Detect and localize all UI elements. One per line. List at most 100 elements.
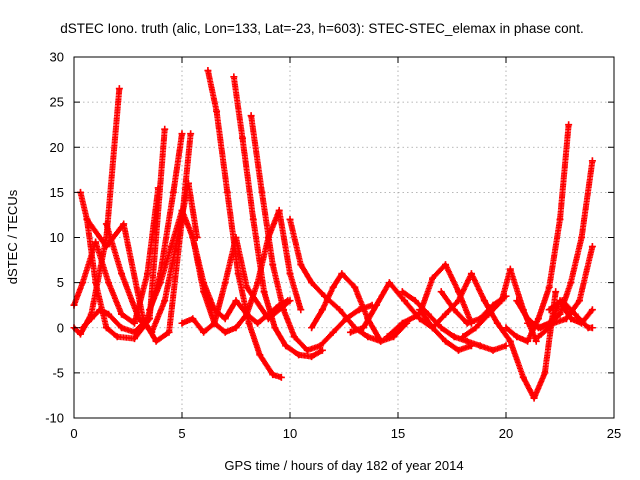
data-point	[489, 346, 497, 354]
data-point	[232, 324, 240, 332]
data-point	[578, 234, 586, 241]
series-arc9	[189, 206, 305, 336]
data-point	[588, 306, 596, 314]
data-point	[221, 328, 229, 336]
data-point	[429, 324, 437, 332]
data-point	[143, 270, 151, 278]
data-point	[329, 283, 337, 291]
data-point	[558, 297, 566, 305]
data-point	[148, 328, 156, 336]
data-point	[286, 215, 294, 223]
data-point	[472, 324, 480, 332]
data-point	[295, 351, 303, 359]
x-tick-label: 20	[499, 426, 513, 441]
data-point	[562, 315, 570, 323]
data-point	[476, 342, 484, 350]
data-point	[437, 324, 445, 332]
x-tick-label: 10	[283, 426, 297, 441]
data-point	[130, 328, 138, 336]
data-point	[282, 342, 290, 350]
data-point	[588, 243, 596, 251]
y-tick-label: 10	[50, 230, 64, 245]
data-point	[167, 243, 175, 251]
data-point	[204, 67, 212, 75]
data-point	[454, 346, 462, 354]
data-point	[130, 335, 138, 343]
plot-area	[70, 67, 596, 402]
data-point	[442, 310, 450, 318]
data-point	[232, 297, 240, 305]
x-tick-label: 0	[70, 426, 77, 441]
data-point	[308, 324, 316, 332]
data-point	[178, 319, 186, 327]
data-point	[524, 319, 532, 327]
data-point	[377, 337, 385, 345]
data-point	[277, 373, 285, 381]
data-point	[271, 324, 279, 332]
data-point	[336, 306, 344, 314]
x-axis-label: GPS time / hours of day 182 of year 2014	[224, 458, 463, 473]
data-point	[556, 310, 564, 318]
data-point	[556, 215, 564, 223]
data-point	[519, 373, 527, 381]
data-point	[102, 243, 110, 251]
data-point	[550, 319, 558, 327]
data-point	[506, 265, 514, 273]
data-point	[275, 206, 283, 214]
data-point	[161, 125, 169, 133]
data-point	[303, 346, 311, 354]
data-point	[338, 270, 346, 278]
series-arc24	[524, 243, 596, 332]
data-point	[318, 306, 326, 314]
data-point	[146, 306, 154, 314]
data-point	[120, 220, 128, 228]
data-point	[286, 270, 294, 278]
data-point	[552, 288, 560, 296]
data-point	[424, 310, 432, 318]
y-tick-label: 5	[57, 275, 64, 290]
data-point	[459, 333, 467, 341]
y-tick-label: -5	[52, 365, 64, 380]
data-point	[316, 342, 324, 350]
y-tick-label: 30	[50, 50, 64, 65]
data-point	[534, 333, 542, 341]
data-point	[502, 342, 510, 350]
data-point	[351, 283, 359, 291]
data-point	[442, 337, 450, 345]
data-point	[400, 297, 408, 305]
data-point	[498, 297, 506, 305]
data-point	[383, 333, 391, 341]
data-point	[545, 283, 553, 291]
data-point	[385, 279, 393, 287]
data-point	[187, 130, 195, 138]
data-point	[534, 315, 542, 323]
data-point	[545, 306, 553, 314]
data-point	[346, 328, 354, 336]
series-arc25	[545, 297, 596, 332]
data-point	[258, 188, 266, 196]
series-arc12	[247, 112, 376, 354]
y-tick-label: 0	[57, 320, 64, 335]
data-point	[513, 297, 521, 305]
data-point	[102, 324, 110, 332]
data-point	[269, 261, 277, 269]
series-arc16	[383, 261, 475, 341]
data-point	[588, 324, 596, 332]
data-point	[79, 279, 87, 287]
data-point	[575, 297, 583, 305]
data-point	[450, 333, 458, 341]
data-point	[200, 288, 208, 296]
data-point	[76, 330, 84, 338]
data-point	[537, 324, 545, 332]
y-tick-label: 20	[50, 140, 64, 155]
data-point	[565, 121, 573, 129]
data-point	[221, 279, 229, 287]
data-point	[245, 319, 253, 327]
data-point	[429, 274, 437, 282]
data-point	[463, 319, 471, 327]
y-axis-label: dSTEC / TECUs	[5, 189, 20, 284]
data-point	[513, 333, 521, 341]
data-point	[200, 328, 208, 336]
data-point	[105, 310, 113, 318]
